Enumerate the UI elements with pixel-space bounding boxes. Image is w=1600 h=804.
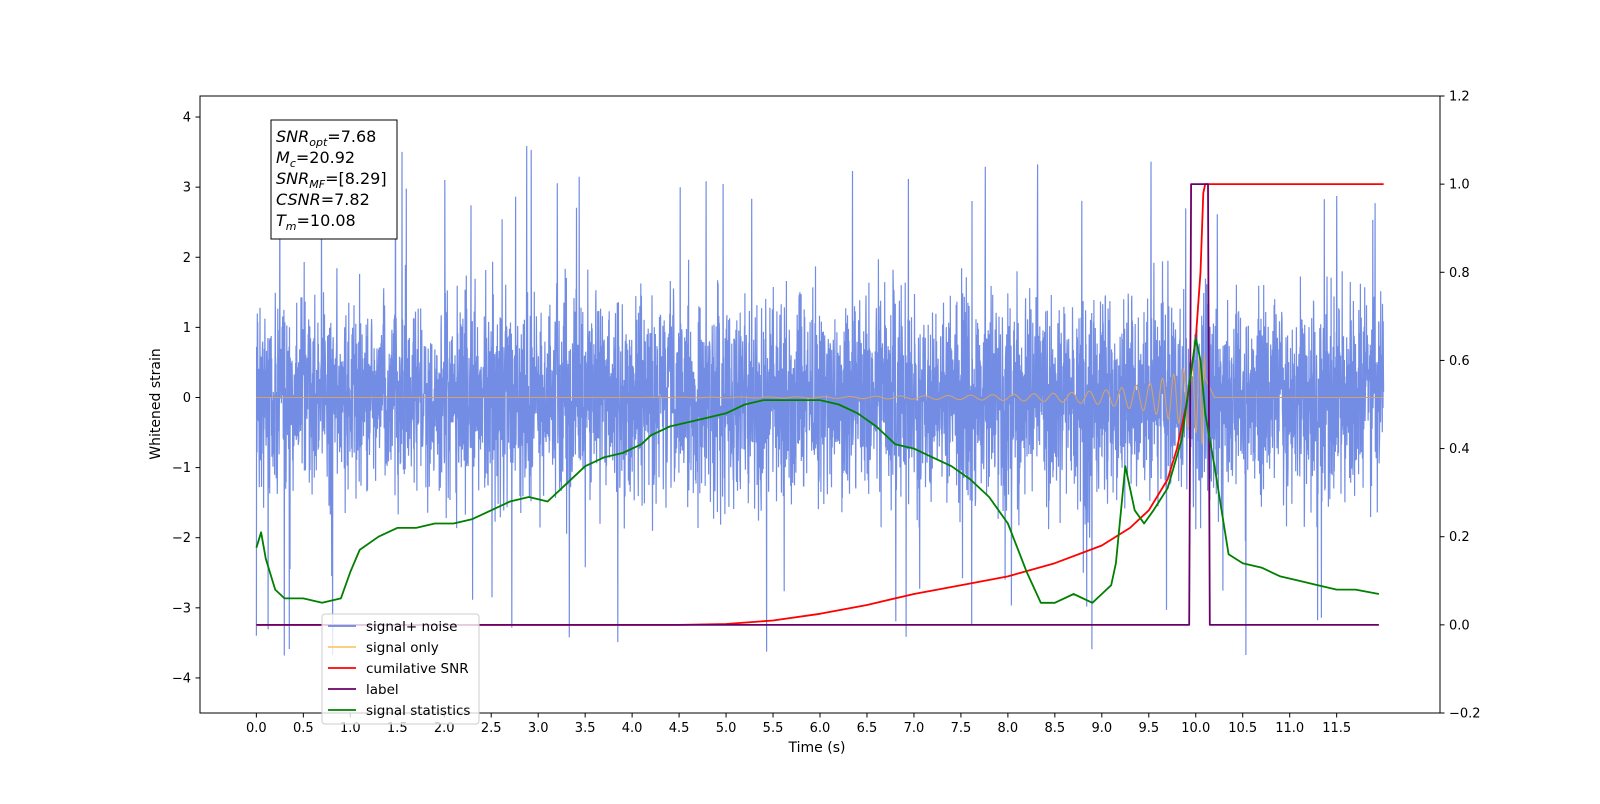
x-tick-label: 10.5 [1228, 721, 1257, 736]
x-axis: 0.0 0.5 1.0 1.5 2.0 2.5 3.0 3.5 4.0 4.5 5.0 5.5 6.0 6… [246, 713, 1351, 736]
legend-label: signal statistics [366, 703, 470, 719]
series-line-signal-statistics [255, 337, 1380, 604]
stats-line: CSNR=7.82 [276, 190, 370, 209]
x-tick-label: 7.5 [951, 721, 972, 736]
series-signal-noise [255, 143, 1385, 656]
y-left-tick-label: −3 [172, 601, 191, 616]
y-left-tick-label: 4 [183, 111, 191, 126]
x-tick-label: 0.5 [293, 721, 314, 736]
x-tick-label: 5.5 [763, 721, 784, 736]
y-axis-left-title: Whitened strain [148, 348, 164, 459]
y-axis-right: 1.2 1.0 0.8 0.6 0.4 0.2 0.0 −0.2 [1440, 90, 1481, 722]
stats-line: SNRopt=7.68 [276, 127, 376, 149]
y-right-tick-label: 0.4 [1449, 442, 1470, 457]
y-right-tick-label: 0.2 [1449, 530, 1470, 545]
x-tick-label: 8.5 [1045, 721, 1066, 736]
legend-frame [321, 613, 480, 725]
x-tick-label: 7.0 [904, 721, 925, 736]
x-tick-label: 2.5 [481, 721, 502, 736]
y-axis-left: 4 3 2 1 0 −1 −2 −3 −4 [172, 111, 200, 686]
x-axis-title: Time (s) [788, 740, 846, 756]
series-line-label [256, 183, 1379, 626]
series-line-signal-noise [255, 143, 1385, 656]
y-right-tick-label: 0.0 [1449, 618, 1470, 633]
x-tick-label: 5.0 [716, 721, 737, 736]
y-left-tick-label: 2 [183, 251, 191, 266]
legend-label: label [366, 682, 399, 698]
x-tick-label: 9.0 [1091, 721, 1112, 736]
y-right-tick-label: −0.2 [1449, 707, 1481, 722]
y-left-tick-label: 1 [183, 321, 191, 336]
x-tick-label: 6.5 [857, 721, 878, 736]
y-right-tick-label: 0.8 [1449, 266, 1470, 281]
y-left-tick-label: −4 [172, 671, 191, 686]
stats-line: Mc=20.92 [276, 148, 355, 170]
stats-box-frame [270, 119, 398, 240]
legend-label: signal+ noise [366, 619, 457, 635]
x-tick-label: 4.0 [622, 721, 643, 736]
series-lines [255, 183, 1384, 626]
series-line-signal-only [256, 353, 1384, 445]
y-right-tick-label: 0.6 [1449, 354, 1470, 369]
x-tick-label: 1.0 [340, 721, 361, 736]
x-tick-label: 10.0 [1181, 721, 1210, 736]
legend-label: cumilative SNR [366, 661, 469, 677]
x-tick-label: 4.5 [669, 721, 690, 736]
legend-label: signal only [366, 640, 439, 656]
y-left-tick-label: 3 [183, 181, 191, 196]
y-right-tick-label: 1.0 [1449, 178, 1470, 193]
x-tick-label: 2.0 [434, 721, 455, 736]
y-left-tick-label: −2 [172, 531, 191, 546]
x-tick-label: 11.0 [1275, 721, 1304, 736]
x-tick-label: 0.0 [246, 721, 267, 736]
x-tick-label: 11.5 [1322, 721, 1351, 736]
legend: signal+ noise signal only cumilative SNR la… [321, 613, 480, 725]
stats-line: SNRMF=[8.29] [276, 169, 387, 191]
stats-box: SNRopt=7.68Mc=20.92SNRMF=[8.29]CSNR=7.82… [270, 119, 398, 240]
series-line-cumilative-snr [256, 183, 1384, 626]
series-signal-only [256, 353, 1384, 445]
y-left-tick-label: −1 [172, 461, 191, 476]
x-tick-label: 3.5 [575, 721, 596, 736]
y-left-tick-label: 0 [183, 391, 191, 406]
x-tick-label: 3.0 [528, 721, 549, 736]
y-right-tick-label: 1.2 [1449, 90, 1470, 105]
x-tick-label: 1.5 [387, 721, 408, 736]
x-tick-label: 9.5 [1138, 721, 1159, 736]
x-tick-label: 8.0 [998, 721, 1019, 736]
x-tick-label: 6.0 [810, 721, 831, 736]
stats-line: Tm=10.08 [276, 211, 356, 233]
